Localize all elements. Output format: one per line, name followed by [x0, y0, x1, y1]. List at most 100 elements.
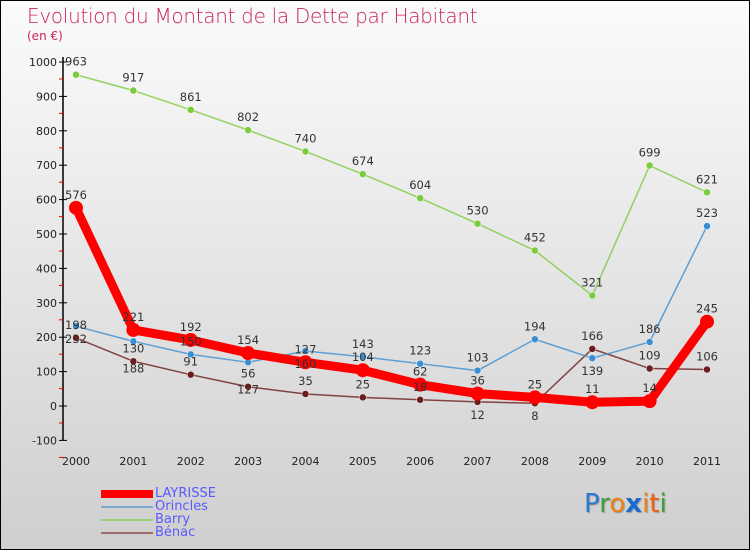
- data-point: [241, 346, 256, 361]
- legend: LAYRISSE Orincles Barry Bénac: [101, 487, 216, 539]
- y-tick-label: 400: [36, 262, 57, 275]
- data-point: [473, 219, 482, 228]
- legend-item-barry: Barry: [101, 513, 216, 526]
- data-label: 530: [467, 204, 489, 218]
- data-point: [645, 364, 654, 373]
- data-label: 139: [581, 364, 603, 378]
- data-point: [588, 354, 597, 362]
- data-label: 160: [294, 357, 316, 371]
- data-label: 245: [696, 302, 718, 316]
- data-point: [416, 359, 424, 368]
- x-tick-label: 2007: [464, 455, 492, 468]
- data-point: [588, 291, 597, 300]
- data-point: [183, 332, 198, 347]
- data-point: [129, 357, 138, 366]
- data-label: 127: [294, 342, 316, 356]
- series-line-orincles: [75, 225, 708, 372]
- data-point: [359, 353, 367, 361]
- data-point: [244, 126, 252, 134]
- data-point: [69, 200, 83, 215]
- x-tick-label: 2006: [406, 455, 434, 468]
- data-label: 143: [352, 337, 374, 351]
- data-point: [72, 334, 80, 342]
- x-tick-label: 2001: [119, 455, 147, 468]
- data-label: 14: [642, 381, 657, 395]
- data-label: 25: [355, 377, 370, 391]
- x-tick-label: 2009: [578, 455, 606, 468]
- y-tick-label: 800: [36, 125, 57, 138]
- data-point: [703, 188, 711, 197]
- data-point: [703, 222, 711, 230]
- data-point: [186, 106, 195, 114]
- data-label: 109: [639, 349, 661, 363]
- data-label: 740: [294, 131, 316, 145]
- data-point: [585, 395, 600, 410]
- data-point: [186, 350, 195, 359]
- data-label: 166: [581, 329, 603, 343]
- data-label: 106: [696, 350, 718, 364]
- data-label: 621: [696, 172, 718, 186]
- data-label: 699: [639, 146, 661, 160]
- data-point: [470, 386, 485, 401]
- chart-title: Evolution du Montant de la Dette par Hab…: [27, 4, 478, 28]
- x-tick-label: 2010: [636, 455, 664, 468]
- data-label: 91: [183, 355, 198, 369]
- data-label: 963: [65, 55, 87, 69]
- data-label: 321: [581, 276, 603, 290]
- data-point: [413, 377, 428, 392]
- data-point: [72, 322, 80, 330]
- legend-item-layrisse: LAYRISSE: [101, 487, 216, 500]
- data-point: [531, 246, 539, 255]
- y-tick-label: 700: [36, 159, 57, 172]
- data-label: 36: [470, 374, 485, 388]
- proxiti-logo: Proxiti: [584, 489, 667, 519]
- y-tick-label: 200: [36, 331, 57, 344]
- data-label: 232: [65, 332, 87, 346]
- y-tick-label: 100: [36, 366, 57, 379]
- chart-subtitle: (en €): [27, 29, 63, 43]
- data-point: [588, 345, 597, 353]
- y-tick-label: -100: [32, 434, 57, 447]
- y-tick-label: 900: [36, 90, 57, 103]
- data-label: 130: [122, 341, 144, 355]
- data-label: 194: [524, 319, 546, 333]
- data-label: 221: [122, 310, 144, 324]
- data-label: 188: [122, 361, 144, 375]
- data-label: 154: [237, 333, 259, 347]
- data-point: [301, 347, 310, 355]
- y-tick-label: 500: [36, 228, 57, 241]
- data-point: [642, 394, 657, 409]
- x-tick-label: 2002: [177, 455, 205, 468]
- data-point: [126, 322, 141, 337]
- series-line-bénac: [75, 337, 708, 404]
- data-point: [645, 161, 654, 170]
- data-label: 452: [524, 231, 546, 245]
- y-tick-label: 300: [36, 297, 57, 310]
- data-label: 604: [409, 178, 431, 192]
- x-tick-label: 2005: [349, 455, 377, 468]
- data-point: [645, 338, 654, 346]
- data-point: [359, 393, 367, 402]
- data-point: [244, 382, 252, 391]
- data-point: [301, 390, 310, 398]
- legend-label: Bénac: [155, 525, 196, 540]
- data-label: 576: [65, 188, 87, 202]
- data-label: 103: [467, 351, 489, 365]
- data-label: 198: [65, 318, 87, 332]
- data-label: 11: [585, 382, 600, 396]
- data-label: 18: [413, 380, 428, 394]
- data-label: 56: [241, 367, 256, 381]
- data-label: 861: [180, 90, 202, 104]
- data-point: [416, 396, 424, 404]
- data-point: [355, 363, 370, 378]
- legend-label: Orincles: [155, 499, 208, 514]
- data-label: 150: [180, 334, 202, 348]
- legend-item-orincles: Orincles: [101, 500, 216, 513]
- legend-item-benac: Bénac: [101, 526, 216, 539]
- data-point: [531, 335, 539, 344]
- x-tick-label: 2004: [291, 455, 319, 468]
- data-point: [700, 314, 714, 329]
- data-point: [186, 370, 195, 379]
